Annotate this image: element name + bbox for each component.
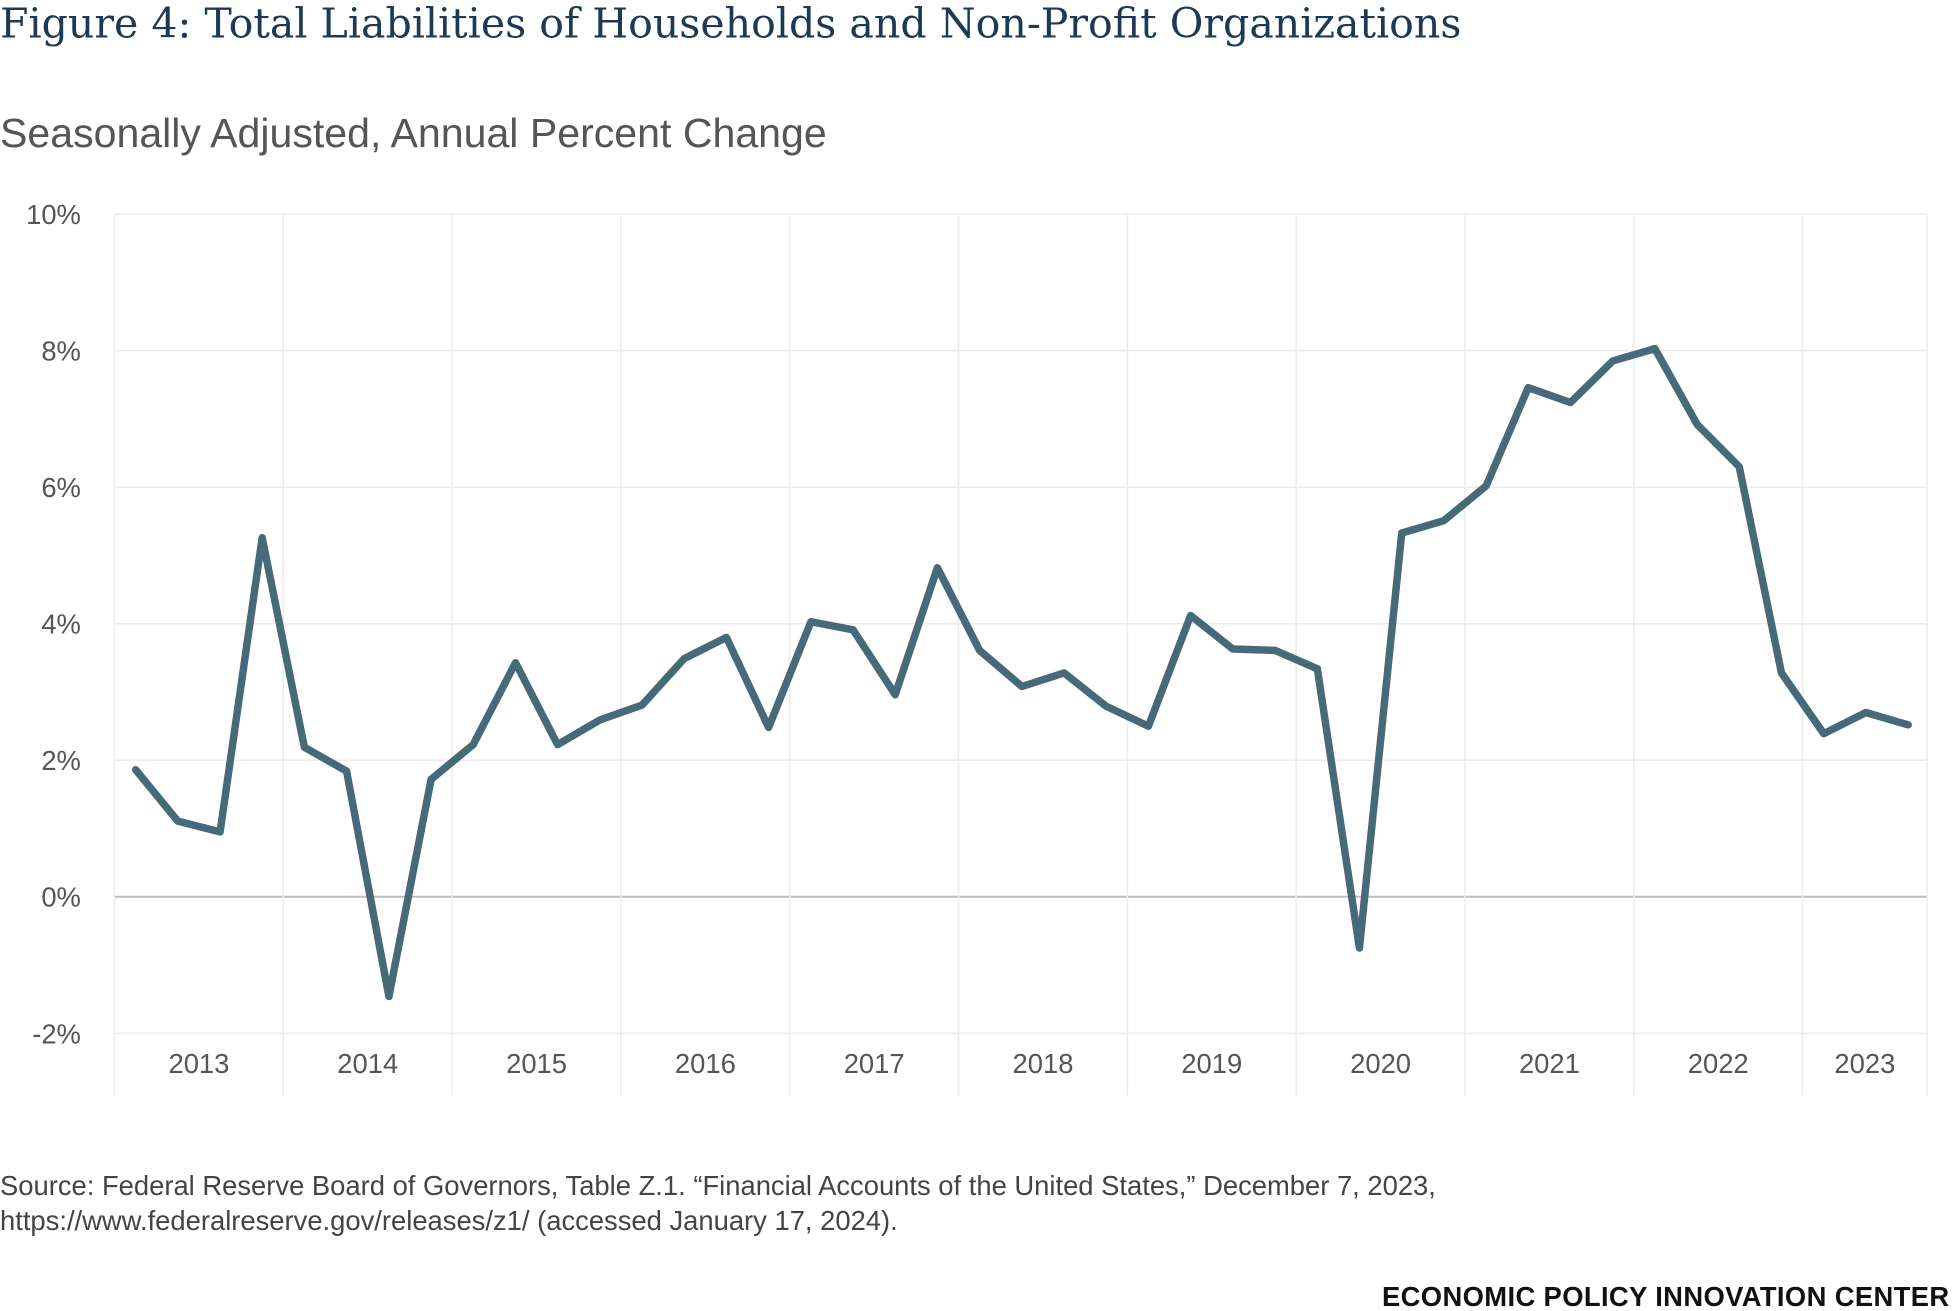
- source-note-line-1: Source: Federal Reserve Board of Governo…: [0, 1170, 1436, 1201]
- y-tick-label: 6%: [41, 472, 81, 503]
- series-line: [131, 344, 1912, 1001]
- y-tick-label: 2%: [41, 745, 81, 776]
- chart-subtitle: Seasonally Adjusted, Annual Percent Chan…: [0, 110, 827, 156]
- y-tick-label: -2%: [32, 1018, 81, 1049]
- y-axis: 10% 8% 6% 4% 2% 0% -2%: [26, 199, 81, 1049]
- figure-title: Figure 4: Total Liabilities of Household…: [0, 0, 1461, 47]
- x-axis: 2013 2014 2015 2016 2017 2018 2019 2020 2021 2022…: [168, 1048, 1895, 1079]
- y-tick-label: 8%: [41, 336, 81, 367]
- source-note-line-2: https://www.federalreserve.gov/releases/…: [0, 1205, 898, 1236]
- data-points: [135, 348, 1909, 997]
- gridlines: [113, 213, 1928, 1096]
- x-tick-label: 2023: [1834, 1048, 1895, 1079]
- x-tick-label: 2021: [1519, 1048, 1580, 1079]
- x-tick-label: 2013: [168, 1048, 229, 1079]
- x-tick-label: 2016: [675, 1048, 736, 1079]
- x-tick-label: 2019: [1181, 1048, 1242, 1079]
- x-tick-label: 2020: [1350, 1048, 1411, 1079]
- brand-logo-text: ECONOMIC POLICY INNOVATION CENTER: [1382, 1281, 1949, 1311]
- x-tick-label: 2018: [1013, 1048, 1074, 1079]
- y-tick-label: 4%: [41, 609, 81, 640]
- y-tick-label: 0%: [41, 882, 81, 913]
- y-tick-label: 10%: [26, 199, 81, 230]
- x-tick-label: 2022: [1688, 1048, 1749, 1079]
- x-tick-label: 2017: [844, 1048, 905, 1079]
- x-tick-label: 2015: [506, 1048, 567, 1079]
- x-tick-label: 2014: [337, 1048, 398, 1079]
